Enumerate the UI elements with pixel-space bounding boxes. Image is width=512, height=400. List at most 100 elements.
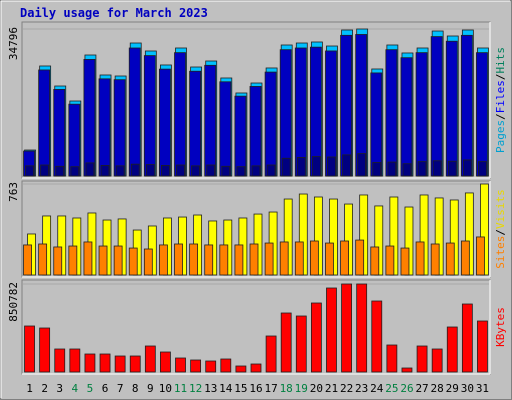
bar [83,241,93,276]
y-tick-label: 34796 [7,27,20,60]
bar [205,360,217,373]
bar [327,156,336,177]
bar [99,353,111,373]
bar [53,246,63,276]
x-tick-label: 20 [310,382,323,395]
x-tick-label: 24 [370,382,384,395]
bar [98,245,108,276]
bar [402,163,412,177]
legend: Sites/Visits [494,189,507,269]
bar [357,153,367,177]
x-tick-label: 17 [264,382,277,395]
bar [431,348,443,373]
bar [68,245,78,276]
bar [128,47,141,177]
y-tick-label: 850782 [7,282,20,322]
bar [161,165,170,177]
legend-entry: Files [494,80,507,113]
bar [478,161,487,177]
bar [266,164,276,177]
x-tick-label: 27 [415,382,428,395]
bar [159,68,171,177]
bar [55,165,65,177]
bar [174,52,186,177]
bar [371,300,383,373]
x-tick-label: 11 [174,382,187,395]
bar [386,344,398,373]
legend: Pages/Files/Hits [494,47,507,153]
bar [385,49,398,177]
bar [234,244,244,276]
bar [460,240,470,276]
legend-entry: KBytes [494,307,507,347]
bar [280,312,292,373]
x-tick-label: 2 [41,382,48,395]
x-tick-label: 15 [234,382,247,395]
bar [54,348,66,373]
legend-entry: Visits [494,189,507,229]
bar [430,243,440,276]
x-tick-label: 5 [87,382,94,395]
bar [477,320,488,373]
bar [309,240,319,276]
bar [341,283,352,373]
legend-separator: / [494,229,507,236]
bar [325,242,334,276]
bar [355,239,365,276]
x-tick-label: 23 [355,382,368,395]
bar [129,355,141,373]
bar [25,165,34,177]
x-tick-label: 21 [325,382,338,395]
bar [447,160,457,177]
bar [98,78,111,177]
bar [68,103,81,177]
bar [160,351,171,373]
bar [370,246,380,276]
bar [23,244,32,276]
bar [191,165,201,177]
bar [84,353,96,373]
bar [53,88,66,177]
bar [264,242,274,276]
bar [415,52,428,177]
bar [295,315,307,373]
bar [145,164,155,177]
bar [296,157,306,177]
bar [83,59,96,177]
bar [461,303,473,373]
bar [143,55,156,177]
x-tick-label: 10 [159,382,172,395]
bar [370,72,383,177]
bar [294,241,304,276]
bar [113,79,126,177]
bar [220,358,232,373]
x-tick-label: 6 [102,382,109,395]
x-tick-label: 26 [400,382,413,395]
bar [40,164,50,177]
bar [235,365,247,373]
legend-entry: Pages [494,120,507,153]
x-tick-label: 22 [340,382,353,395]
bar [462,159,472,177]
x-tick-label: 16 [249,382,262,395]
x-tick-label: 29 [446,382,459,395]
bar [279,241,289,276]
x-tick-label: 30 [461,382,474,395]
bar [39,327,51,373]
x-tick-label: 28 [431,382,444,395]
bar [281,157,291,177]
bar [401,367,413,373]
bar [70,166,80,177]
bar [476,52,488,177]
legend-separator: / [494,113,507,120]
bar [416,345,428,373]
legend-entry: Hits [494,47,507,74]
bar [38,69,51,177]
bar [219,244,229,276]
bar [445,40,458,177]
x-tick-label: 18 [280,382,293,395]
bar [143,248,153,276]
bar [446,326,458,373]
bar [159,244,168,276]
bar [340,240,349,276]
